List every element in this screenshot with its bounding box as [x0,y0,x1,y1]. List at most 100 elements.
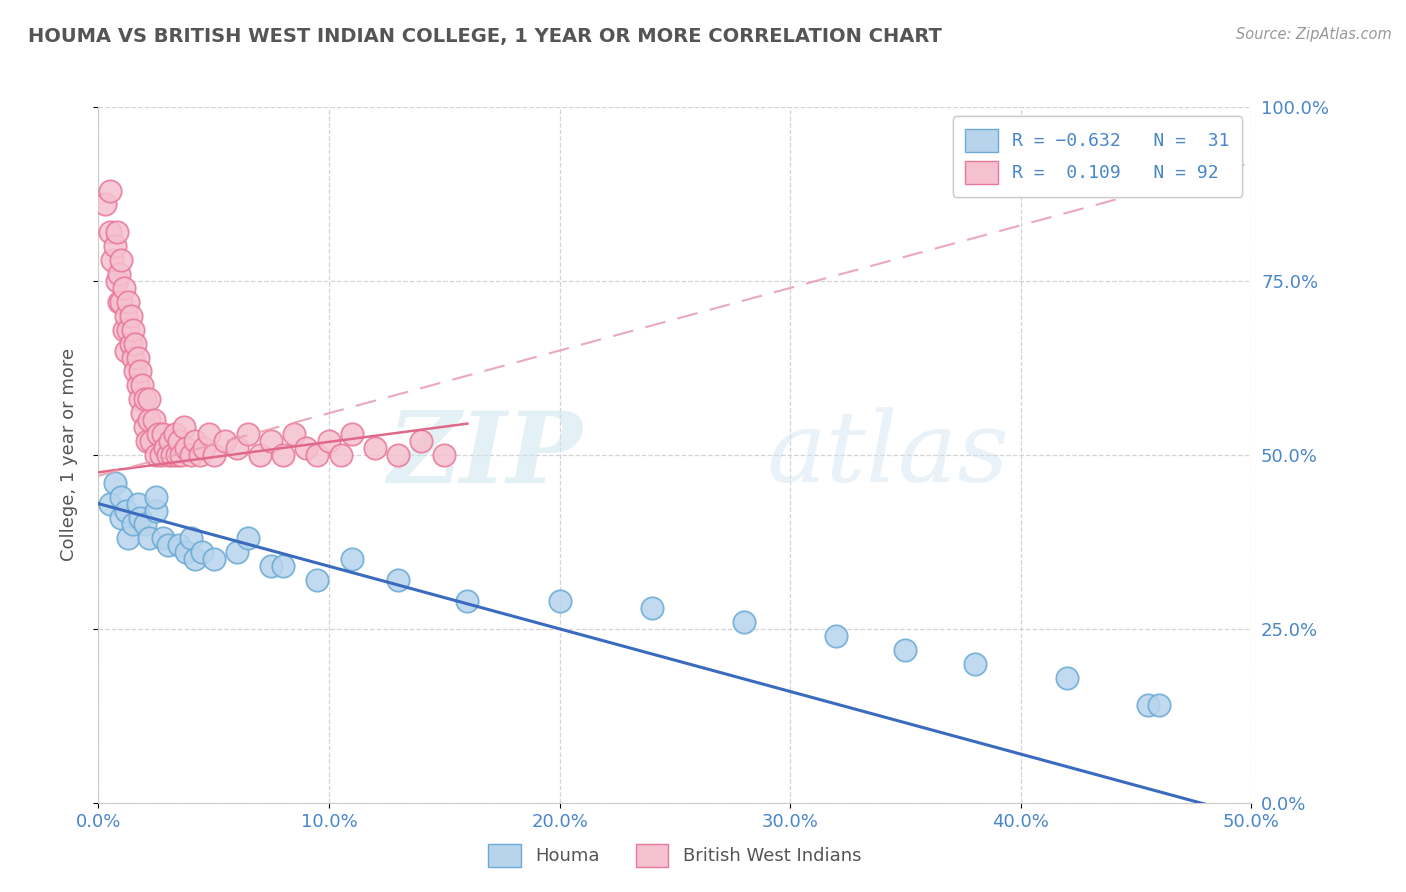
Y-axis label: College, 1 year or more: College, 1 year or more [59,349,77,561]
Point [260,434,283,448]
Point [115,309,138,323]
Point [108,294,131,309]
Point [138,413,160,427]
Point [105,225,128,239]
Point [198,427,221,442]
Point [733,615,755,629]
Point [110,490,132,504]
Point [105,274,128,288]
Point [318,434,340,448]
Text: atlas: atlas [768,408,1010,502]
Point [411,434,433,448]
Point [129,510,152,524]
Point [641,601,664,615]
Point [225,545,247,559]
Point [548,594,571,608]
Point [129,392,152,407]
Point [108,267,131,281]
Point [131,406,153,420]
Point [127,378,149,392]
Point [238,532,260,546]
Point [173,420,195,434]
Point [180,448,202,462]
Point [94,197,117,211]
Point [387,573,409,587]
Point [134,517,156,532]
Point [184,434,207,448]
Point [98,497,121,511]
Point [307,573,329,587]
Point [117,323,139,337]
Point [103,475,125,490]
Point [191,545,214,559]
Point [138,392,160,407]
Point [156,448,179,462]
Point [155,441,177,455]
Point [271,559,294,574]
Point [129,364,152,378]
Point [456,594,478,608]
Point [170,448,193,462]
Point [174,441,197,455]
Point [238,427,260,442]
Text: ZIP: ZIP [388,407,582,503]
Point [134,420,156,434]
Point [148,427,170,442]
Point [202,448,225,462]
Point [103,239,125,253]
Point [364,441,387,455]
Point [110,510,132,524]
Point [115,503,138,517]
Point [295,441,318,455]
Legend: Houma, British West Indians: Houma, British West Indians [481,837,869,874]
Point [110,294,132,309]
Point [127,351,149,365]
Point [307,448,329,462]
Point [141,434,163,448]
Point [1136,698,1159,713]
Point [101,253,124,268]
Point [120,309,142,323]
Point [963,657,986,671]
Point [387,448,409,462]
Point [124,336,146,351]
Point [117,532,139,546]
Point [433,448,456,462]
Point [124,364,146,378]
Point [122,517,145,532]
Text: HOUMA VS BRITISH WEST INDIAN COLLEGE, 1 YEAR OR MORE CORRELATION CHART: HOUMA VS BRITISH WEST INDIAN COLLEGE, 1 … [28,27,942,45]
Point [225,441,247,455]
Point [98,225,121,239]
Point [112,281,135,295]
Point [160,448,183,462]
Point [329,448,352,462]
Text: Source: ZipAtlas.com: Source: ZipAtlas.com [1236,27,1392,42]
Point [145,503,167,517]
Point [120,336,142,351]
Point [149,448,172,462]
Point [1056,671,1078,685]
Point [214,434,236,448]
Legend: R = −0.632   N =  31, R =  0.109   N = 92: R = −0.632 N = 31, R = 0.109 N = 92 [953,116,1243,197]
Point [112,323,135,337]
Point [117,294,139,309]
Point [145,448,167,462]
Point [184,552,207,566]
Point [283,427,305,442]
Point [174,545,197,559]
Point [193,441,215,455]
Point [271,448,294,462]
Point [163,427,186,442]
Point [115,343,138,358]
Point [167,434,190,448]
Point [122,323,145,337]
Point [134,392,156,407]
Point [135,434,157,448]
Point [156,538,179,552]
Point [138,532,160,546]
Point [110,253,132,268]
Point [145,490,167,504]
Point [131,378,153,392]
Point [98,184,121,198]
Point [180,532,202,546]
